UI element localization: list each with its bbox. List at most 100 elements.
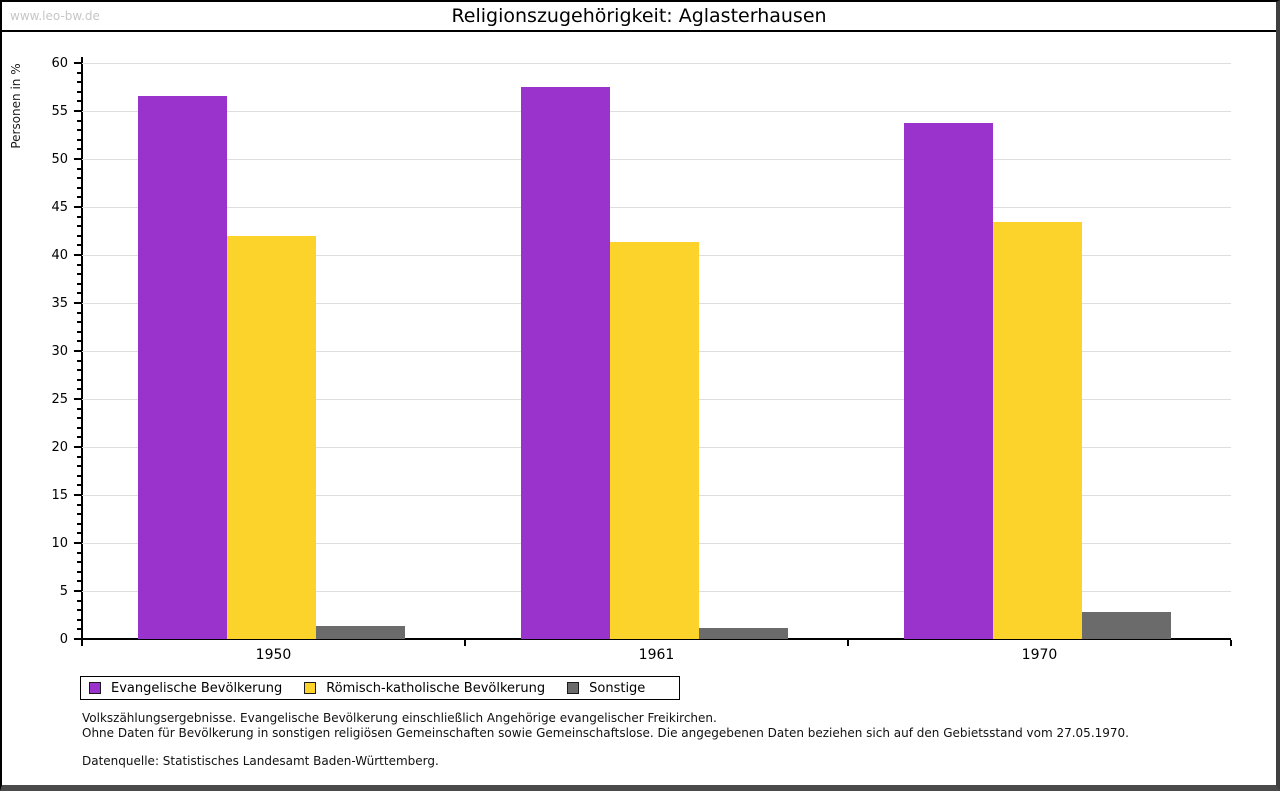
legend-item: Römisch-katholische Bevölkerung bbox=[304, 681, 545, 696]
y-minor-tick bbox=[77, 426, 81, 429]
y-minor-tick bbox=[77, 561, 81, 564]
data-source: Datenquelle: Statistisches Landesamt Bad… bbox=[82, 754, 439, 768]
y-tick-label: 15 bbox=[51, 488, 68, 503]
bar-1961-1 bbox=[610, 241, 699, 639]
y-minor-tick bbox=[77, 177, 81, 180]
y-tick-label: 10 bbox=[51, 536, 68, 551]
y-major-tick bbox=[74, 446, 81, 448]
y-minor-tick bbox=[77, 513, 81, 516]
y-minor-tick bbox=[77, 138, 81, 141]
y-minor-tick bbox=[77, 484, 81, 487]
footnote-line-1: Volkszählungsergebnisse. Evangelische Be… bbox=[82, 711, 717, 725]
y-minor-tick bbox=[77, 234, 81, 237]
y-tick-label: 30 bbox=[51, 344, 68, 359]
y-minor-tick bbox=[77, 522, 81, 525]
y-tick-label: 50 bbox=[51, 152, 68, 167]
y-tick-label: 0 bbox=[59, 632, 68, 647]
y-minor-tick bbox=[77, 359, 81, 362]
bar-1970-1 bbox=[993, 222, 1082, 639]
x-boundary-tick bbox=[1230, 640, 1232, 646]
gridline bbox=[82, 110, 1231, 112]
y-minor-tick bbox=[77, 225, 81, 228]
gridline bbox=[82, 158, 1231, 160]
y-minor-tick bbox=[77, 628, 81, 631]
y-minor-tick bbox=[77, 388, 81, 391]
gridline bbox=[82, 62, 1231, 64]
y-minor-tick bbox=[77, 81, 81, 84]
legend-swatch-katholisch bbox=[304, 682, 317, 694]
y-minor-tick bbox=[77, 215, 81, 218]
y-minor-tick bbox=[77, 71, 81, 74]
y-axis-line bbox=[81, 57, 83, 639]
y-major-tick bbox=[74, 542, 81, 544]
bar-1950-0 bbox=[138, 95, 227, 639]
y-minor-tick bbox=[77, 369, 81, 372]
y-tick-label: 40 bbox=[51, 248, 68, 263]
y-major-tick bbox=[74, 302, 81, 304]
y-tick-label: 45 bbox=[51, 200, 68, 215]
gridline bbox=[82, 206, 1231, 208]
x-axis-line bbox=[81, 638, 1231, 640]
y-minor-tick bbox=[77, 465, 81, 468]
y-major-tick bbox=[74, 62, 81, 64]
x-tick-label: 1950 bbox=[255, 647, 292, 663]
y-minor-tick bbox=[77, 292, 81, 295]
y-minor-tick bbox=[77, 196, 81, 199]
legend-label: Evangelische Bevölkerung bbox=[111, 680, 283, 696]
y-minor-tick bbox=[77, 119, 81, 122]
page-title: Religionszugehörigkeit: Aglasterhausen bbox=[451, 5, 827, 27]
bar-1961-0 bbox=[521, 87, 610, 639]
bar-1950-2 bbox=[316, 625, 405, 639]
y-major-tick bbox=[74, 254, 81, 256]
y-axis-label: Personen in % bbox=[9, 63, 23, 149]
y-minor-tick bbox=[77, 167, 81, 170]
bar-1961-2 bbox=[699, 628, 788, 639]
x-boundary-tick bbox=[464, 640, 466, 646]
y-minor-tick bbox=[77, 330, 81, 333]
bar-1970-0 bbox=[904, 122, 993, 639]
y-minor-tick bbox=[77, 618, 81, 621]
y-major-tick bbox=[74, 494, 81, 496]
x-tick-label: 1970 bbox=[1021, 647, 1058, 663]
y-minor-tick bbox=[77, 407, 81, 410]
y-minor-tick bbox=[77, 244, 81, 247]
y-major-tick bbox=[74, 398, 81, 400]
y-minor-tick bbox=[77, 129, 81, 132]
chart-header: www.leo-bw.de Religionszugehörigkeit: Ag… bbox=[2, 2, 1276, 32]
y-major-tick bbox=[74, 590, 81, 592]
x-boundary-tick bbox=[847, 640, 849, 646]
y-minor-tick bbox=[77, 436, 81, 439]
y-minor-tick bbox=[77, 263, 81, 266]
legend-item: Evangelische Bevölkerung bbox=[89, 681, 282, 696]
legend-label: Römisch-katholische Bevölkerung bbox=[326, 680, 546, 696]
y-major-tick bbox=[74, 206, 81, 208]
x-tick-label: 1961 bbox=[638, 647, 675, 663]
y-minor-tick bbox=[77, 455, 81, 458]
y-minor-tick bbox=[77, 282, 81, 285]
y-minor-tick bbox=[77, 580, 81, 583]
footnote-line-2: Ohne Daten für Bevölkerung in sonstigen … bbox=[82, 726, 1129, 740]
legend-item: Sonstige bbox=[567, 681, 645, 696]
bar-1970-2 bbox=[1082, 612, 1171, 639]
y-minor-tick bbox=[77, 148, 81, 151]
watermark: www.leo-bw.de bbox=[10, 9, 100, 23]
y-minor-tick bbox=[77, 570, 81, 573]
y-tick-label: 35 bbox=[51, 296, 68, 311]
x-boundary-tick bbox=[81, 640, 83, 646]
y-tick-label: 25 bbox=[51, 392, 68, 407]
y-major-tick bbox=[74, 110, 81, 112]
y-minor-tick bbox=[77, 186, 81, 189]
y-minor-tick bbox=[77, 551, 81, 554]
y-minor-tick bbox=[77, 378, 81, 381]
legend-swatch-sonstige bbox=[567, 682, 580, 694]
plot-area: 0 5 10 15 20 25 30 35 40 45 50 55 60 1950 1961 1970 bbox=[51, 56, 1232, 663]
y-tick-label: 60 bbox=[51, 56, 68, 71]
y-minor-tick bbox=[77, 503, 81, 506]
footnotes: Volkszählungsergebnisse. Evangelische Be… bbox=[82, 711, 1129, 769]
y-minor-tick bbox=[77, 599, 81, 602]
y-minor-tick bbox=[77, 100, 81, 103]
y-minor-tick bbox=[77, 609, 81, 612]
y-minor-tick bbox=[77, 474, 81, 477]
y-tick-label: 5 bbox=[59, 584, 68, 599]
y-minor-tick bbox=[77, 340, 81, 343]
